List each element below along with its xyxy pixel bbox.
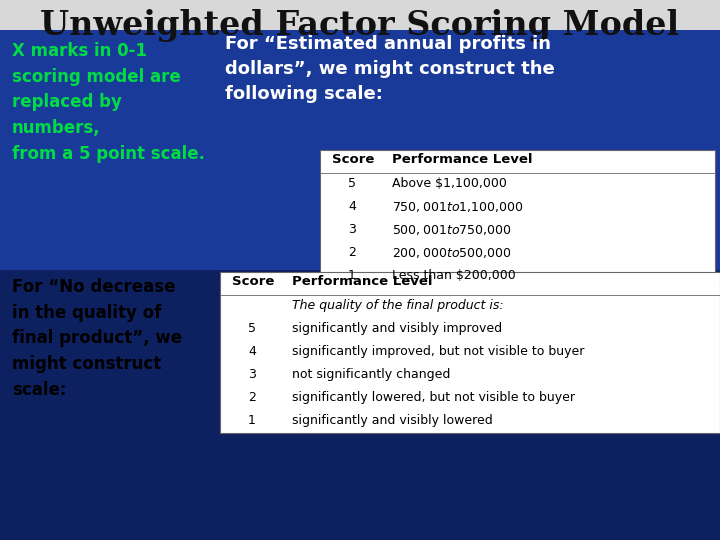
Text: 1: 1 (348, 269, 356, 282)
Text: For “No decrease
in the quality of
final product”, we
might construct
scale:: For “No decrease in the quality of final… (12, 278, 182, 399)
Text: 3: 3 (348, 223, 356, 236)
Text: Less than $200,000: Less than $200,000 (392, 269, 516, 282)
Text: 4: 4 (248, 345, 256, 358)
Text: significantly improved, but not visible to buyer: significantly improved, but not visible … (292, 345, 585, 358)
Text: Score: Score (332, 153, 374, 166)
Text: For “Estimated annual profits in
dollars”, we might construct the
following scal: For “Estimated annual profits in dollars… (225, 35, 554, 103)
Text: The quality of the final product is:: The quality of the final product is: (292, 299, 503, 312)
Text: Unweighted Factor Scoring Model: Unweighted Factor Scoring Model (40, 9, 680, 42)
FancyBboxPatch shape (320, 150, 715, 288)
Text: 5: 5 (348, 177, 356, 190)
Text: Score: Score (232, 275, 274, 288)
Text: X marks in 0-1
scoring model are
replaced by
numbers,
from a 5 point scale.: X marks in 0-1 scoring model are replace… (12, 42, 205, 163)
Text: Performance Level: Performance Level (292, 275, 433, 288)
Text: significantly lowered, but not visible to buyer: significantly lowered, but not visible t… (292, 391, 575, 404)
FancyBboxPatch shape (0, 30, 720, 270)
Text: 2: 2 (348, 246, 356, 259)
Text: 4: 4 (348, 200, 356, 213)
Text: not significantly changed: not significantly changed (292, 368, 451, 381)
Text: Above $1,100,000: Above $1,100,000 (392, 177, 507, 190)
Text: significantly and visibly lowered: significantly and visibly lowered (292, 414, 492, 427)
FancyBboxPatch shape (0, 270, 720, 540)
Text: 2: 2 (248, 391, 256, 404)
Text: Performance Level: Performance Level (392, 153, 533, 166)
Text: $200,000 to $500,000: $200,000 to $500,000 (392, 246, 511, 260)
Text: $750,001 to $1,100,000: $750,001 to $1,100,000 (392, 200, 523, 214)
Text: significantly and visibly improved: significantly and visibly improved (292, 322, 502, 335)
Text: 1: 1 (248, 414, 256, 427)
Text: $500,001 to $750,000: $500,001 to $750,000 (392, 223, 511, 237)
Text: 5: 5 (248, 322, 256, 335)
FancyBboxPatch shape (220, 272, 720, 433)
Text: 3: 3 (248, 368, 256, 381)
